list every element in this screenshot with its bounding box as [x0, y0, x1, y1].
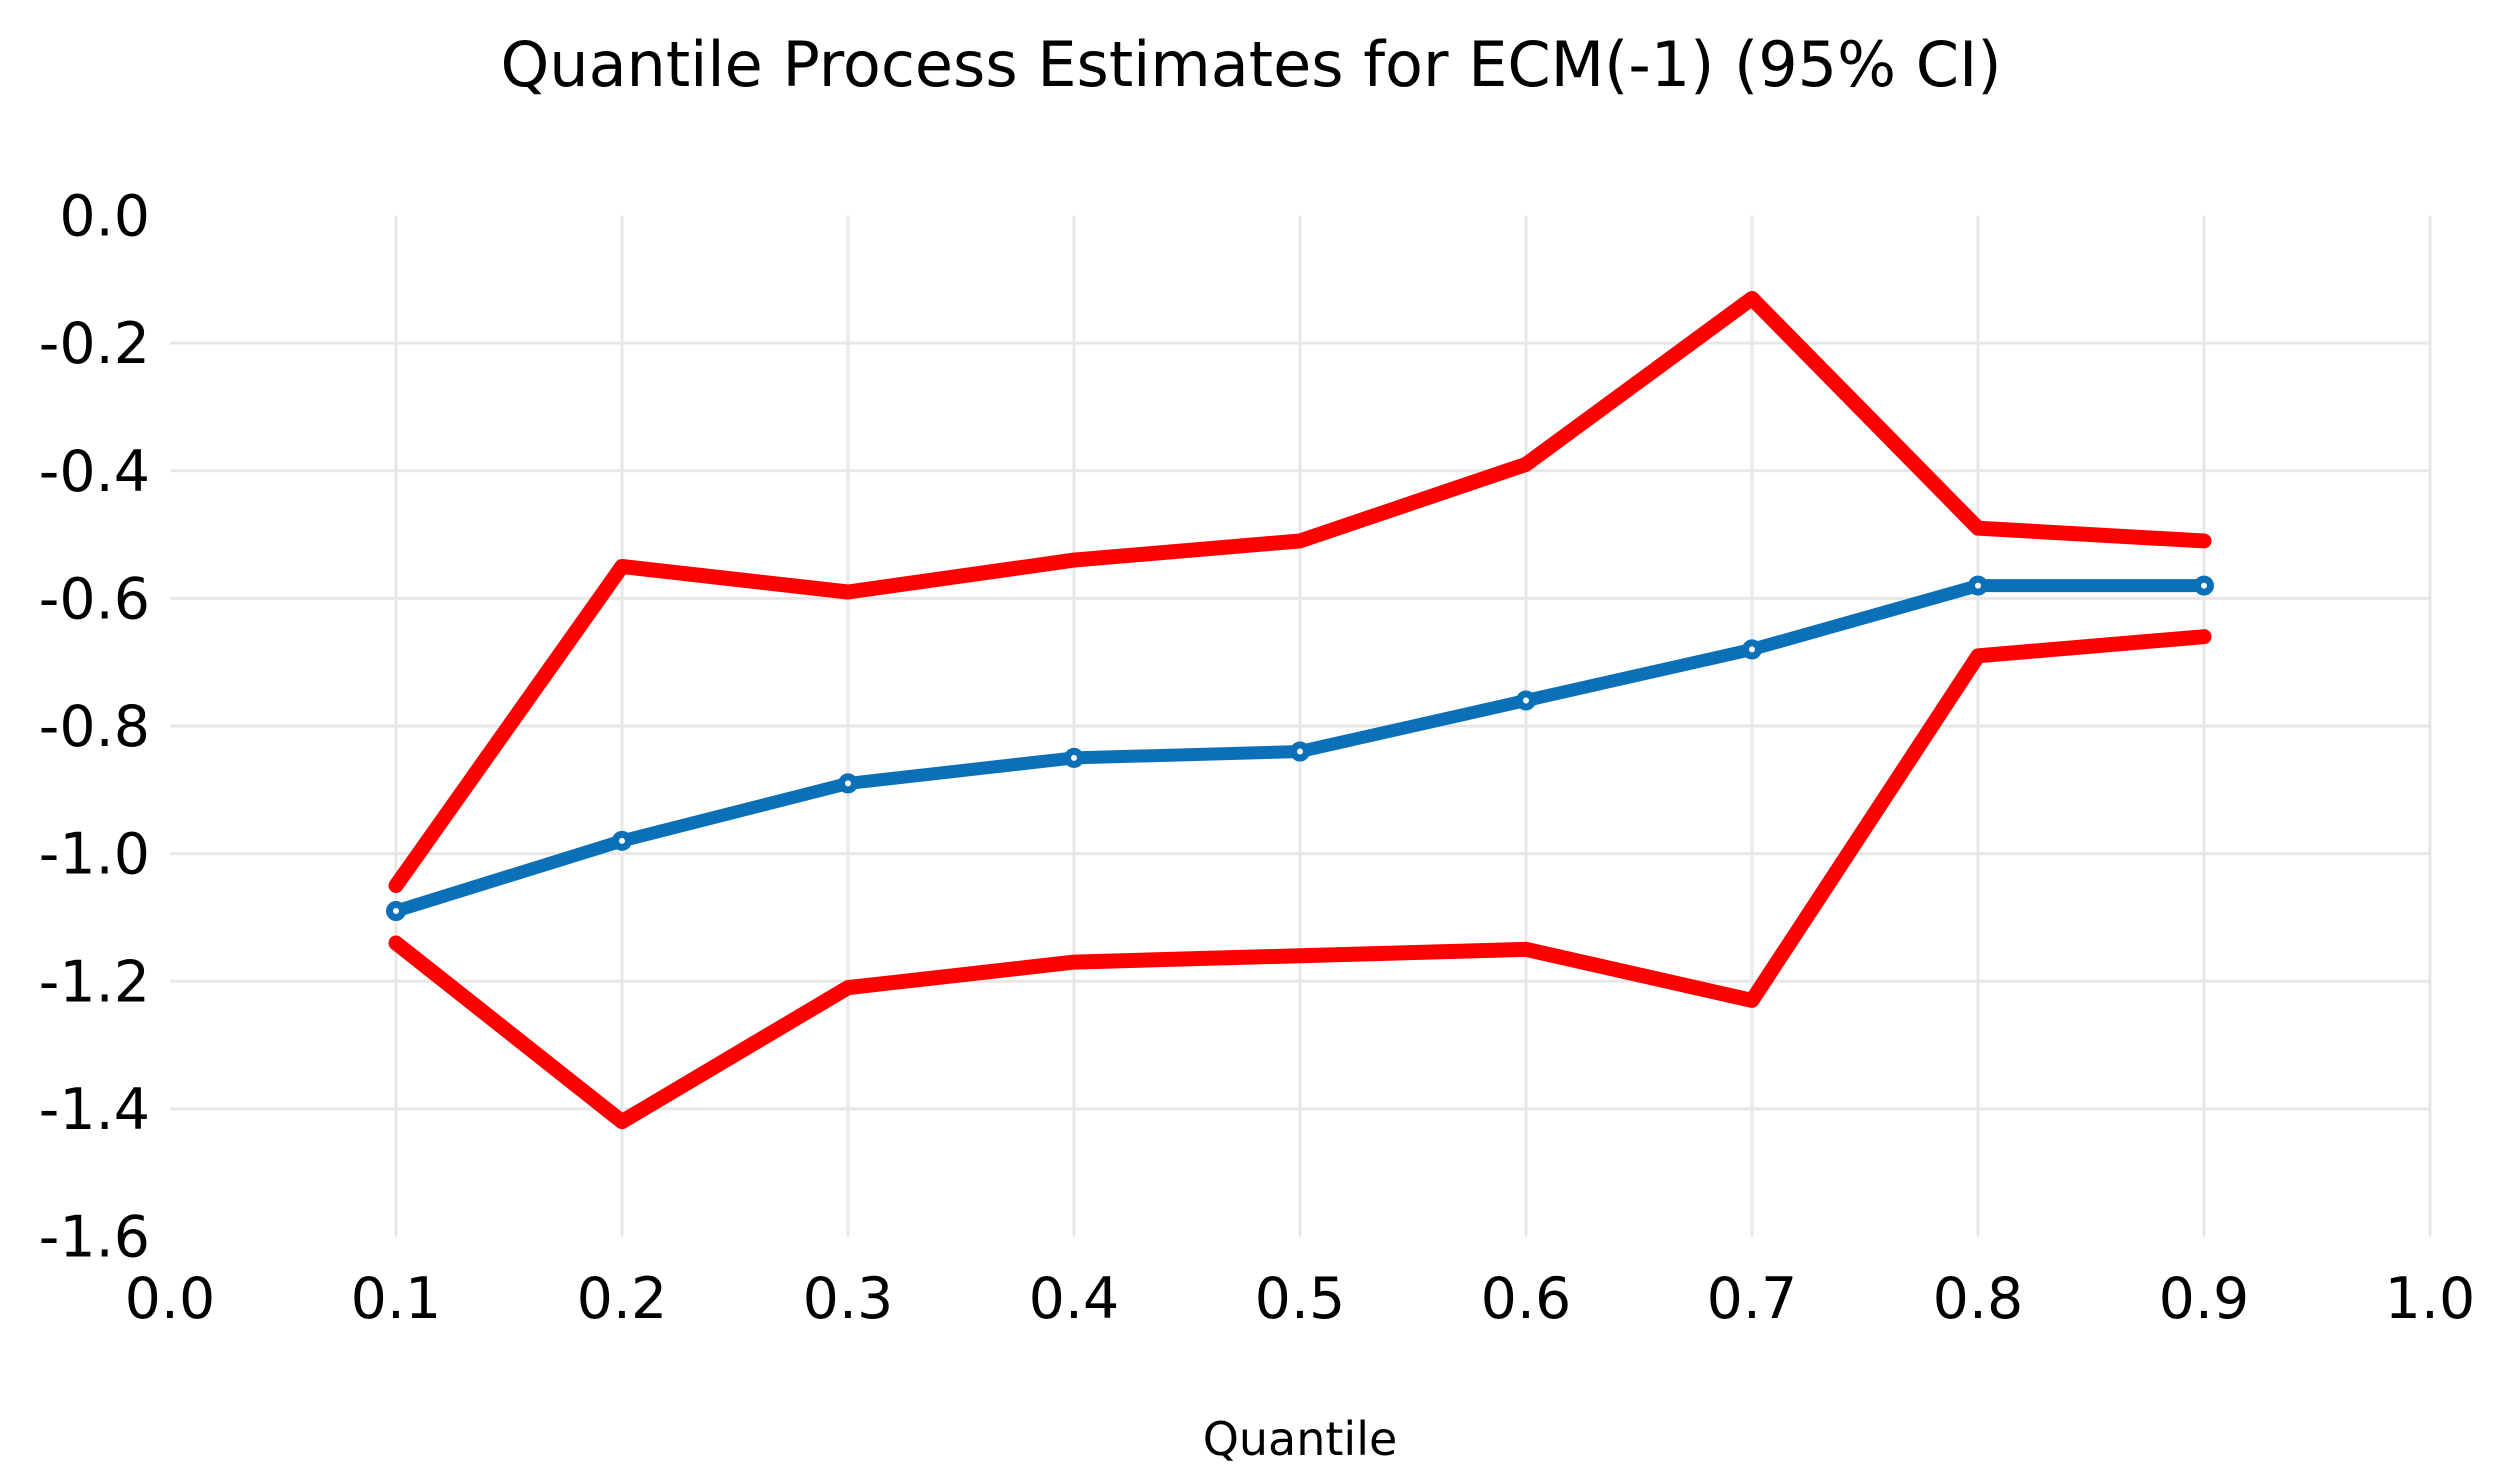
x-tick-label: 0.9 [2159, 1266, 2250, 1332]
series-line-1 [388, 629, 2212, 1130]
y-tick-label: -0.4 [39, 439, 150, 505]
y-tick-label: -0.2 [39, 311, 150, 377]
x-tick-label: 0.6 [1481, 1266, 1572, 1332]
y-tick-label: -0.6 [39, 566, 150, 632]
series-line-0 [388, 290, 2212, 894]
data-point-marker [838, 773, 858, 794]
data-point-marker [1968, 575, 1988, 596]
y-tick-label: -1.0 [39, 822, 150, 888]
y-tick-label: -0.8 [39, 694, 150, 760]
x-tick-label: 0.2 [577, 1266, 668, 1332]
x-tick-label: 0.4 [1029, 1266, 1120, 1332]
marker-layer [386, 575, 2214, 922]
x-axis-label: Quantile [1202, 1412, 1398, 1466]
x-tick-label: 0.7 [1707, 1266, 1798, 1332]
y-tick-label: -1.4 [39, 1077, 150, 1143]
y-tick-label: -1.6 [39, 1205, 150, 1271]
x-tick-label: 0.3 [803, 1266, 894, 1332]
x-tick-label: 1.0 [2385, 1266, 2476, 1332]
data-point-marker [1742, 639, 1762, 660]
data-point-marker [1064, 747, 1084, 768]
data-point-marker [1516, 690, 1536, 711]
x-tick-label: 0.5 [1255, 1266, 1346, 1332]
y-tick-label: -1.2 [39, 949, 150, 1015]
data-point-marker [1290, 741, 1310, 762]
x-tick-label: 0.1 [351, 1266, 442, 1332]
data-point-marker [2194, 575, 2214, 596]
x-tick-label: 0.0 [125, 1266, 216, 1332]
data-point-marker [612, 830, 632, 851]
axis-layer: 0.0-0.2-0.4-0.6-0.8-1.0-1.2-1.4-1.60.0 0.… [39, 184, 2476, 1333]
data-point-marker [386, 901, 406, 922]
grid-layer [170, 215, 2432, 1237]
x-tick-label: 0.8 [1933, 1266, 2024, 1332]
chart-title: Quantile Process Estimates for ECM(-1) (… [500, 28, 2002, 101]
y-tick-label: 0.0 [59, 184, 150, 250]
